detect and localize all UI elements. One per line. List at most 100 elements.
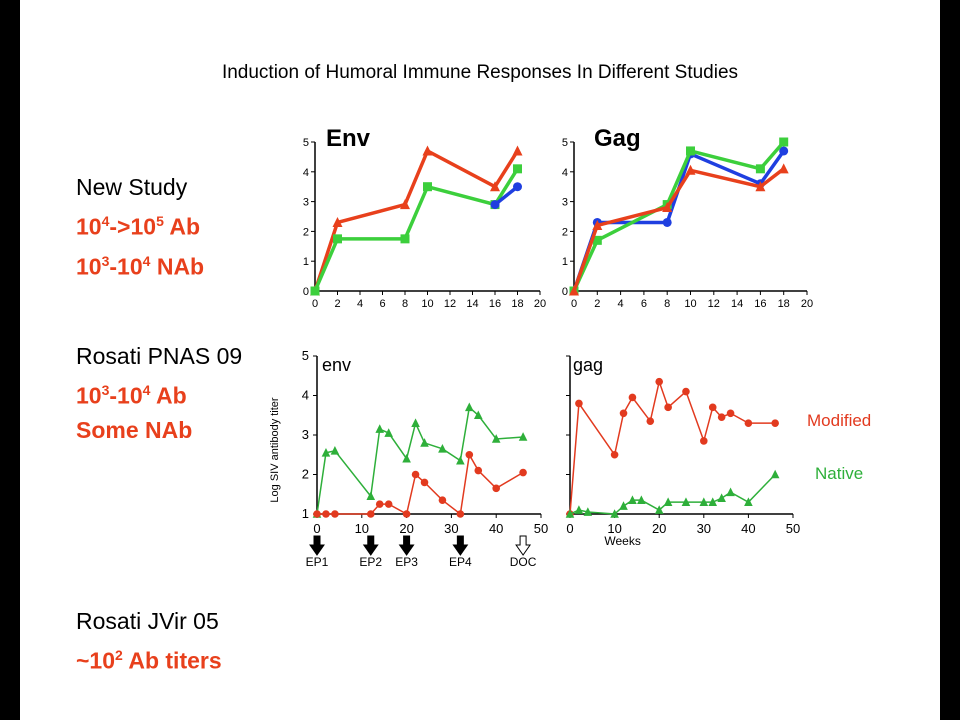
chart3-series-native-point: [465, 402, 474, 412]
chart2-series-red-point: [685, 164, 696, 175]
chart2-title: Gag: [594, 125, 641, 152]
chart3-series-native-point: [491, 434, 501, 443]
chart1-ytick-label: 4: [303, 167, 309, 179]
chart4-title: gag: [573, 355, 603, 375]
chart3-arrow-ep1: [309, 535, 325, 556]
chart2-series-green-point: [686, 146, 695, 156]
study-jvir-name: Rosati JVir 05: [76, 608, 219, 634]
chart3-arrow-label: EP4: [449, 555, 472, 569]
chart4-legend-native: Native: [815, 464, 863, 483]
chart3-title: env: [322, 355, 351, 375]
study-new-nab: 103-104 NAb: [76, 252, 205, 280]
study-jvir: Rosati JVir 05 ~102 Ab titers: [76, 604, 222, 678]
chart4-series-native-point: [610, 509, 619, 518]
chart3-series-modified-point: [465, 450, 474, 459]
chart1-series-green-line: [313, 167, 519, 292]
chart3-series-native-point: [402, 453, 411, 463]
chart4-series-native-point: [744, 497, 753, 506]
chart4-series-native-point: [654, 505, 664, 514]
chart3-series-modified-point: [375, 500, 384, 508]
chart3-series-modified-point: [474, 466, 483, 475]
chart3-series-modified-point: [322, 510, 330, 518]
chart4-series-native-point: [619, 501, 628, 510]
chart3-ylabel: Log SIV antibody titer: [269, 397, 281, 503]
chart3-arrow-ep3: [398, 535, 415, 556]
chart4-xtick-label: 10: [607, 521, 621, 536]
chart3-ytick-label: 4: [302, 388, 309, 403]
chart1-ytick-label: 2: [303, 226, 309, 238]
chart3-series-native-line: [316, 405, 524, 515]
chart4-series-modified-point: [744, 419, 753, 427]
chart2-ytick-label: 2: [562, 226, 568, 238]
chart4-series-modified-point: [610, 450, 619, 459]
chart4-series-native-point: [628, 495, 637, 504]
study-pnas: Rosati PNAS 09 103-104 Ab Some NAb: [76, 339, 242, 447]
chart2-ytick-label: 1: [562, 256, 568, 268]
chart4-series-modified-point: [717, 413, 726, 422]
chart1-series-green-point: [400, 234, 410, 244]
chart3-arrow-ep2: [362, 535, 379, 556]
chart3-series-native-point: [321, 447, 331, 457]
chart2-series-green-point: [755, 164, 765, 174]
chart2-series-blue-line: [572, 149, 786, 292]
chart1-xtick-label: 14: [466, 298, 478, 310]
chart4-series-modified-point: [700, 437, 708, 445]
chart3-series-native-point: [420, 438, 429, 447]
chart1-ytick-label: 0: [303, 286, 309, 298]
chart2-xtick-label: 10: [684, 298, 696, 310]
study-new-name: New Study: [76, 174, 188, 200]
chart4-series-native-point: [708, 497, 718, 506]
chart1-xtick-label: 16: [489, 298, 501, 310]
chart3-series-modified-point: [519, 468, 527, 477]
chart3-series-modified-point: [402, 510, 411, 518]
chart1-series-red-point: [400, 199, 410, 210]
chart2-series-red-point: [755, 181, 766, 192]
chart3-series-modified-point: [492, 484, 501, 493]
chart2-ytick-label: 5: [562, 137, 568, 149]
chart1-ytick-label: 5: [303, 137, 309, 149]
chart2-xtick-label: 12: [708, 298, 720, 310]
chart3-arrow-label: EP1: [306, 555, 329, 569]
chart2-series-green-point: [779, 137, 789, 147]
chart4-xtick-label: 30: [697, 521, 711, 536]
chart3-series-native-point: [375, 424, 385, 433]
chart1-ytick-label: 1: [303, 256, 309, 268]
chart1-series-green-point: [513, 164, 522, 174]
chart3-series-native-point: [330, 446, 340, 455]
chart1-xtick-label: 18: [511, 298, 523, 310]
chart2-series-green-point: [592, 235, 602, 245]
chart3-ytick-label: 1: [302, 506, 309, 521]
chart4-series-native-point: [726, 487, 735, 497]
slide-title: Induction of Humoral Immune Responses In…: [221, 62, 739, 83]
chart4-series-modified-point: [708, 403, 717, 412]
chart4-series-modified-point: [664, 403, 672, 412]
chart4-series-native-point: [699, 497, 709, 506]
chart3-arrow-label: DOC: [510, 555, 537, 569]
chart4-series-modified-point: [575, 399, 583, 408]
chart4-series-native-point: [717, 493, 726, 502]
study-pnas-ab: 103-104 Ab: [76, 382, 187, 409]
chart2-series-red-point: [592, 219, 603, 230]
chart3-ytick-label: 3: [302, 427, 309, 442]
chart1-xtick-label: 0: [312, 298, 318, 310]
chart3-series-native-point: [518, 432, 528, 441]
chart4-series-native-point: [681, 497, 691, 506]
chart3-arrow-label: EP2: [359, 555, 382, 569]
chart3-series-native-point: [366, 491, 376, 501]
chart1-series-red-point: [422, 145, 433, 156]
chart3-series-native-point: [456, 455, 465, 465]
chart3-series-modified-point: [313, 510, 321, 518]
chart3-ytick-label: 2: [302, 467, 309, 482]
chart2-xtick-label: 14: [731, 298, 743, 310]
chart3-series-modified-point: [331, 510, 339, 518]
chart3-xtick-label: 40: [489, 521, 503, 536]
chart2-xtick-label: 8: [664, 298, 670, 310]
chart1-xtick-label: 10: [421, 298, 433, 310]
chart2-ytick-label: 0: [562, 286, 568, 298]
chart3-xtick-label: 10: [355, 521, 369, 536]
chart4-series-native-point: [770, 469, 780, 479]
study-new-ab: 104->105 Ab: [76, 213, 201, 240]
chart4-series-native-point: [637, 495, 646, 504]
chart1-xtick-label: 20: [534, 298, 546, 310]
